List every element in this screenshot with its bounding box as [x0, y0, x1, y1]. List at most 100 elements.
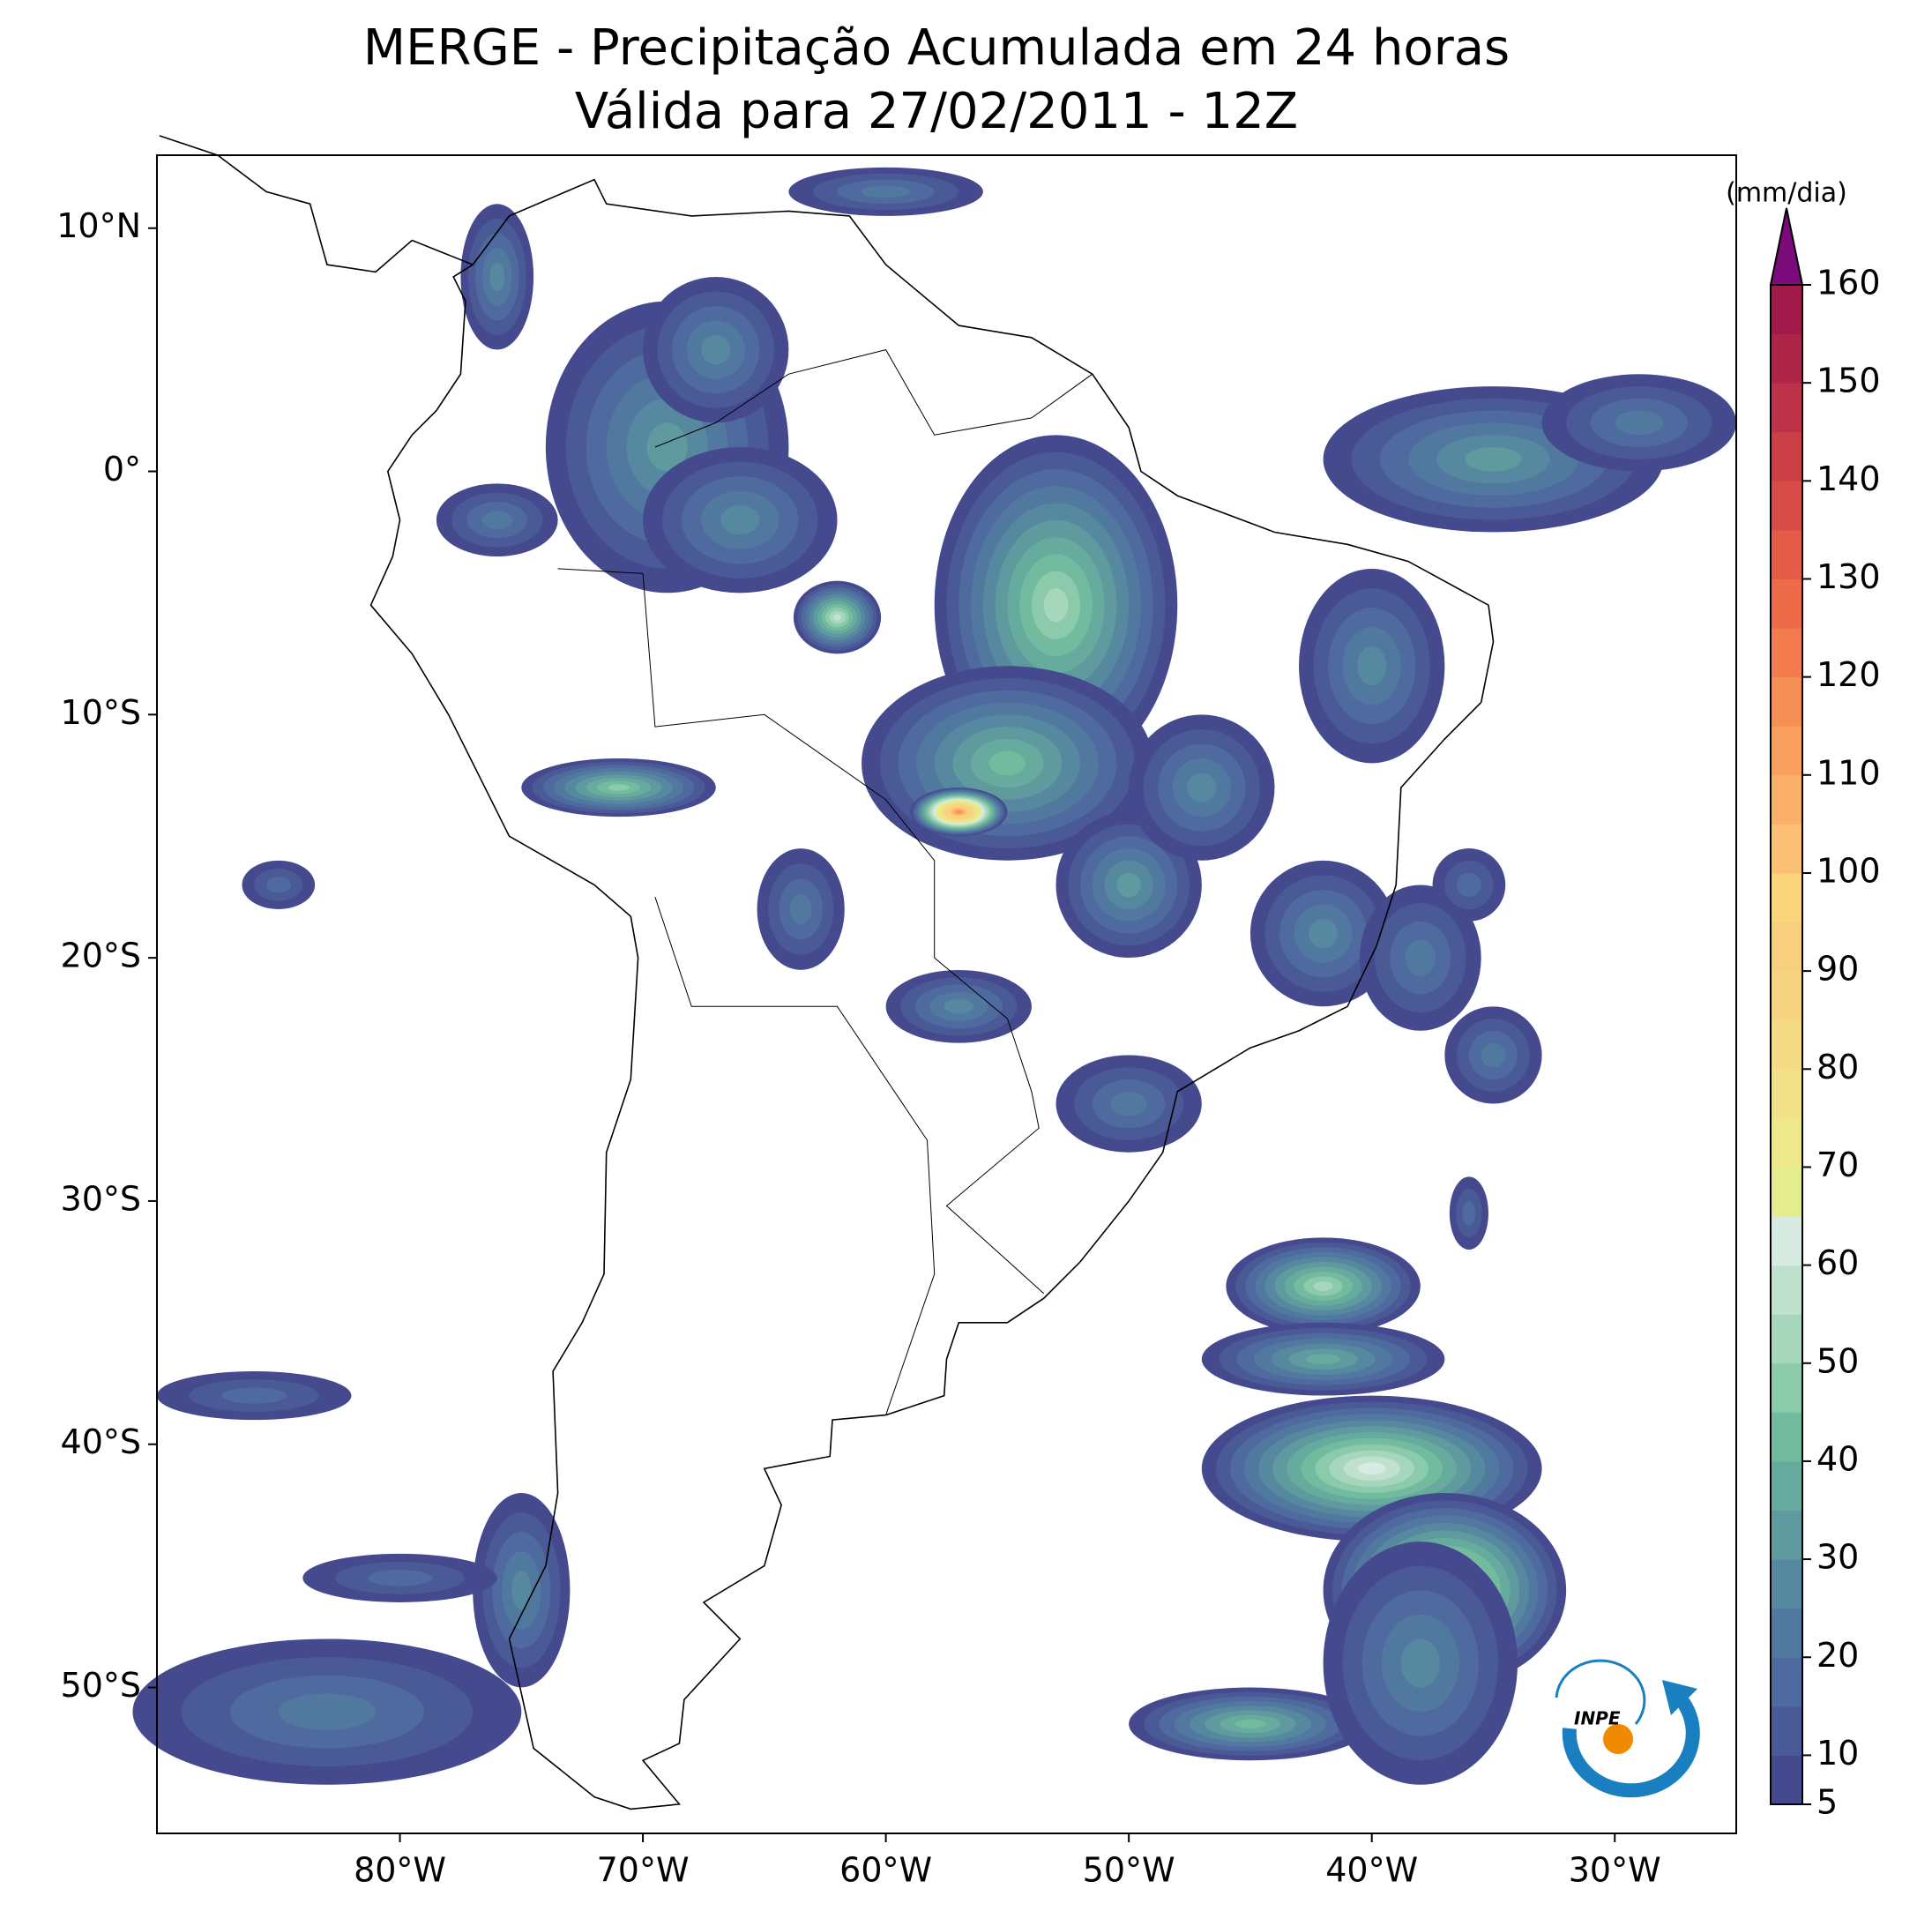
rain-area [608, 784, 630, 791]
rain-area [789, 893, 812, 925]
logo: INPE [1555, 1659, 1700, 1798]
colorbar-tick-label: 30 [1816, 1538, 1859, 1577]
colorbar-segment [1771, 628, 1802, 678]
colorbar-tick-label: 160 [1816, 264, 1881, 302]
x-tick-label: 60°W [839, 1851, 932, 1890]
colorbar-tick-label: 20 [1816, 1636, 1859, 1675]
colorbar-segment [1771, 824, 1802, 874]
rain-area [1187, 773, 1217, 802]
rain-area [1305, 1354, 1341, 1365]
y-tick-label: 40°S [61, 1422, 141, 1461]
rain-area [367, 1570, 433, 1586]
logo-arc [1562, 1688, 1700, 1798]
colorbar-segment [1771, 1460, 1802, 1512]
colorbar-segment [1771, 481, 1802, 531]
y-tick-label: 10°N [56, 206, 141, 245]
y-tick-label: 0° [103, 450, 141, 489]
colorbar-segment [1771, 285, 1802, 335]
colorbar-tick-label: 80 [1816, 1048, 1859, 1086]
colorbar-segment [1771, 1265, 1802, 1315]
colorbar-tick-label: 130 [1816, 557, 1881, 596]
colorbar-segment [1771, 1362, 1802, 1413]
rain-area [1400, 1639, 1440, 1688]
y-tick-label: 30°S [61, 1179, 141, 1218]
colorbar-segment [1771, 333, 1802, 384]
colorbar-segment [1771, 1657, 1802, 1707]
rain-area [1465, 446, 1522, 472]
colorbar-label: (mm/dia) [1726, 178, 1847, 209]
colorbar-tick-label: 40 [1816, 1439, 1859, 1478]
colorbar-segment [1771, 1510, 1802, 1560]
colorbar-segment [1771, 1167, 1802, 1217]
rain-area [1357, 1462, 1386, 1475]
colorbar-segment [1771, 529, 1802, 579]
rain-area [1309, 919, 1339, 949]
colorbar-segment [1771, 1608, 1802, 1658]
rain-area [646, 422, 688, 472]
colorbar-tick-label: 140 [1816, 459, 1881, 498]
logo-orbit [1555, 1659, 1646, 1725]
rain-area [701, 335, 731, 365]
logo-sun [1603, 1724, 1633, 1754]
rain-area [832, 614, 842, 621]
colorbar-segment [1771, 676, 1802, 727]
rain-area [1357, 646, 1387, 686]
rain-area [1481, 1042, 1506, 1068]
rain-area [1116, 872, 1141, 898]
colorbar-tick-label: 110 [1816, 753, 1881, 792]
colorbar-tick-label: 150 [1816, 362, 1881, 400]
colorbar-tick-label: 60 [1816, 1243, 1859, 1282]
rain-area [1462, 1200, 1476, 1226]
rain-area [720, 505, 760, 535]
x-tick-label: 50°W [1083, 1851, 1175, 1890]
coastline [159, 135, 1495, 1810]
rain-area [221, 1387, 287, 1404]
x-tick-label: 70°W [597, 1851, 690, 1890]
colorbar-segment [1771, 579, 1802, 629]
rain-area [956, 810, 961, 813]
colorbar-segment [1771, 383, 1802, 433]
rain-area [489, 262, 505, 292]
colorbar-segment [1771, 774, 1802, 825]
chart-subtitle: Válida para 27/02/2011 - 12Z [575, 83, 1298, 140]
logo-arrow [1662, 1680, 1697, 1715]
rain-area [511, 1571, 532, 1610]
colorbar-tick-label: 100 [1816, 851, 1881, 890]
colorbar-tick-label: 120 [1816, 655, 1881, 694]
rain-area [988, 750, 1026, 776]
map-frame [156, 154, 1737, 1834]
x-tick-label: 40°W [1325, 1851, 1418, 1890]
rain-area [1457, 872, 1481, 898]
colorbar-segment [1771, 1755, 1802, 1805]
rain-area [1110, 1091, 1147, 1116]
colorbar-tick-label: 90 [1816, 950, 1859, 989]
rain-area [1043, 587, 1069, 623]
chart-title: MERGE - Precipitação Acumulada em 24 hor… [363, 19, 1510, 77]
colorbar-frame [1770, 284, 1803, 1805]
colorbar-segment [1771, 1117, 1802, 1168]
colorbar-segment [1771, 1069, 1802, 1119]
colorbar-segment [1771, 1314, 1802, 1364]
colorbar-segment [1771, 726, 1802, 776]
colorbar-segment [1771, 1559, 1802, 1609]
rain-area [1313, 1280, 1333, 1291]
colorbar-segment [1771, 971, 1802, 1021]
rain-area [481, 511, 512, 530]
colorbar-tick-label: 70 [1816, 1146, 1859, 1184]
colorbar-segment [1771, 1019, 1802, 1070]
rain-area [862, 185, 911, 198]
colorbar-tick-label: 50 [1816, 1341, 1859, 1380]
y-tick-label: 50°S [61, 1666, 141, 1705]
colorbar-tick-label: 5 [1816, 1783, 1838, 1822]
colorbar-tick-label: 10 [1816, 1734, 1859, 1773]
x-tick-label: 30°W [1569, 1851, 1661, 1890]
border [654, 349, 1093, 448]
rain-area [944, 999, 973, 1014]
continent [369, 178, 1495, 1810]
central-america [159, 135, 474, 273]
y-tick-label: 10°S [61, 693, 141, 732]
colorbar-segment [1771, 922, 1802, 972]
border [557, 568, 1045, 1295]
colorbar-segment [1771, 1706, 1802, 1756]
